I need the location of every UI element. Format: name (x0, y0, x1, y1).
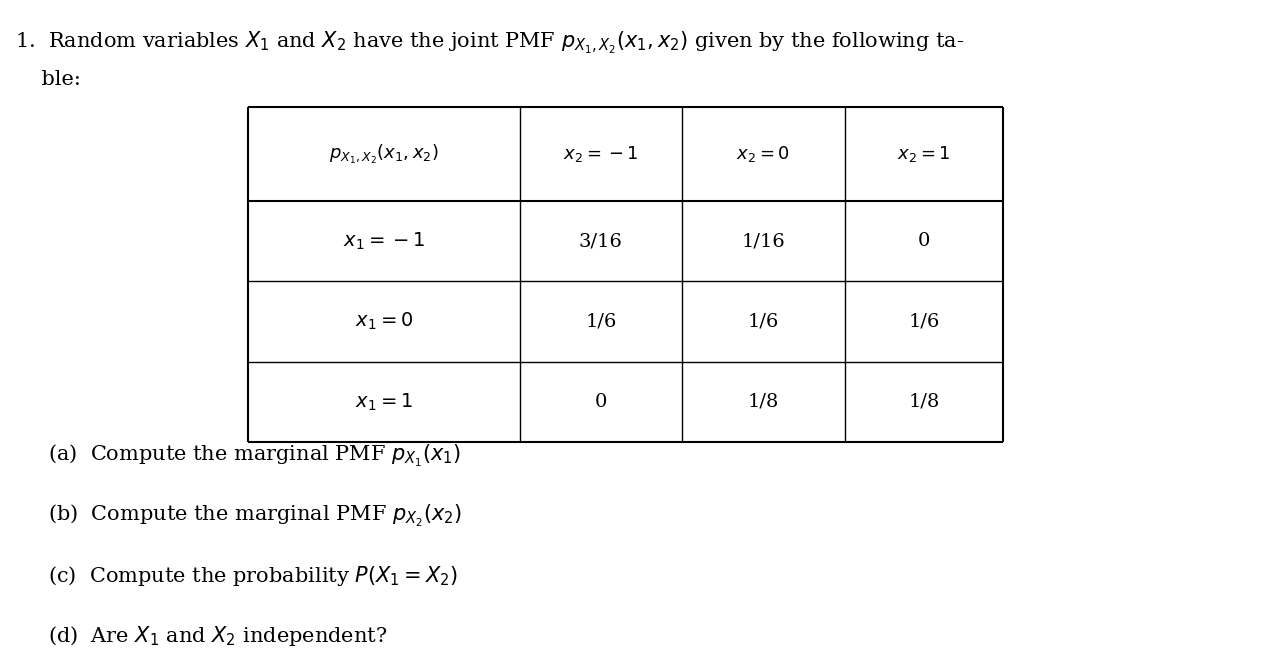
Text: 1.  Random variables $X_1$ and $X_2$ have the joint PMF $p_{X_1,X_2}(x_1, x_2)$ : 1. Random variables $X_1$ and $X_2$ have… (15, 30, 965, 56)
Text: 3/16: 3/16 (579, 232, 622, 250)
Text: 1/6: 1/6 (748, 313, 779, 330)
Text: $x_2 = 0$: $x_2 = 0$ (737, 144, 790, 164)
Text: (b)  Compute the marginal PMF $p_{X_2}(x_2)$: (b) Compute the marginal PMF $p_{X_2}(x_… (48, 503, 462, 529)
Text: $x_2 = -1$: $x_2 = -1$ (563, 144, 639, 164)
Text: (c)  Compute the probability $P(X_1 = X_2)$: (c) Compute the probability $P(X_1 = X_2… (48, 564, 458, 588)
Text: 1/6: 1/6 (585, 313, 617, 330)
Text: 1/6: 1/6 (908, 313, 940, 330)
Text: $x_2 = 1$: $x_2 = 1$ (897, 144, 951, 164)
Text: ble:: ble: (15, 70, 81, 89)
Text: 1/16: 1/16 (742, 232, 785, 250)
Text: $p_{X_1,X_2}(x_1, x_2)$: $p_{X_1,X_2}(x_1, x_2)$ (329, 143, 438, 165)
Text: 1/8: 1/8 (908, 393, 940, 411)
Text: $x_1 = -1$: $x_1 = -1$ (343, 230, 424, 252)
Text: (d)  Are $X_1$ and $X_2$ independent?: (d) Are $X_1$ and $X_2$ independent? (48, 624, 387, 649)
Text: 0: 0 (918, 232, 930, 250)
Text: 0: 0 (594, 393, 607, 411)
Text: $x_1 = 1$: $x_1 = 1$ (354, 391, 413, 413)
Text: 1/8: 1/8 (748, 393, 779, 411)
Text: (a)  Compute the marginal PMF $p_{X_1}(x_1)$: (a) Compute the marginal PMF $p_{X_1}(x_… (48, 443, 461, 468)
Text: $x_1 = 0$: $x_1 = 0$ (354, 311, 413, 332)
